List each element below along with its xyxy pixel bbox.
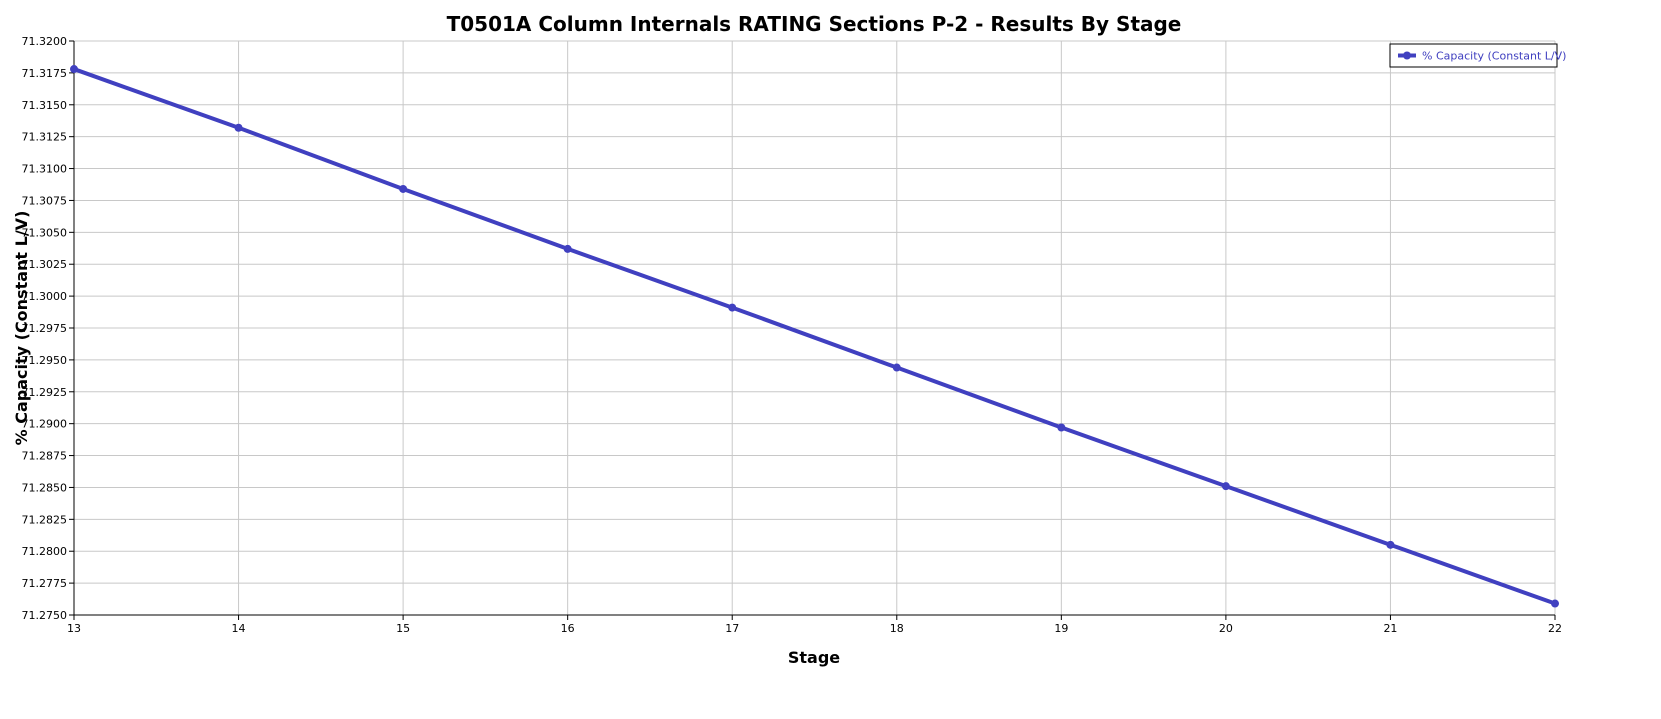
legend-entry: % Capacity (Constant L/V) [1422,50,1566,63]
y-axis-label: % Capacity (Constant L/V) [12,211,31,446]
data-point [399,184,408,193]
data-point [728,303,737,312]
chart-title: T0501A Column Internals RATING Sections … [447,12,1182,36]
y-tick-label: 71.2925 [22,386,68,399]
data-point [70,65,78,74]
y-tick-label: 71.2800 [22,545,68,558]
series-layer [70,65,1559,608]
y-axis-ticks: 71.2750 71.2775 71.2800 71.2825 71.2850 71.28… [22,35,74,622]
x-tick-label: 20 [1219,622,1233,635]
grid [73,40,1556,616]
data-point [1057,423,1066,432]
y-tick-label: 71.2900 [22,418,68,431]
data-point [892,363,901,372]
y-tick-label: 71.3175 [22,67,68,80]
y-tick-label: 71.3100 [22,163,68,176]
y-tick-label: 71.2825 [22,513,68,526]
x-tick-label: 18 [890,622,904,635]
x-tick-label: 16 [561,622,575,635]
y-tick-label: 71.3000 [22,290,68,303]
y-tick-label: 71.3050 [22,226,68,239]
x-tick-label: 21 [1383,622,1397,635]
data-point [1386,540,1395,549]
y-tick-label: 71.2975 [22,322,68,335]
x-axis-label: Stage [788,648,840,667]
data-point [234,123,243,132]
x-tick-label: 14 [232,622,246,635]
y-tick-label: 71.2950 [22,354,68,367]
series-line [73,67,1556,606]
y-tick-label: 71.3075 [22,194,68,207]
legend-box [1389,43,1558,68]
legend: % Capacity (Constant L/V) [1389,43,1566,68]
data-point [1221,482,1230,491]
x-tick-label: 17 [725,622,739,635]
x-tick-label: 19 [1054,622,1068,635]
data-point [1551,599,1559,608]
y-tick-label: 71.2875 [22,450,68,463]
data-point [563,244,572,253]
x-tick-label: 13 [67,622,81,635]
x-tick-label: 15 [396,622,410,635]
y-tick-label: 71.2775 [22,577,68,590]
y-tick-label: 71.3150 [22,99,68,112]
legend-swatch-marker [1403,51,1411,60]
y-tick-label: 71.3025 [22,258,68,271]
y-tick-label: 71.2750 [22,609,68,622]
y-tick-label: 71.2850 [22,481,68,494]
x-axis-ticks: 13 14 15 16 17 18 19 20 21 22 [67,615,1562,635]
x-tick-label: 22 [1548,622,1562,635]
y-tick-label: 71.3200 [22,35,68,48]
y-tick-label: 71.3125 [22,131,68,144]
